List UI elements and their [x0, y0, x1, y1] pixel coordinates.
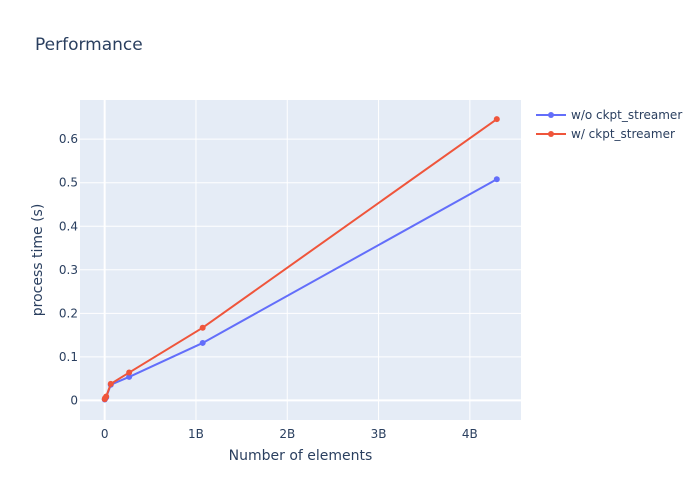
legend-swatch-marker	[548, 131, 554, 137]
y-tick-label: 0.5	[59, 176, 78, 190]
data-point[interactable]	[493, 176, 500, 183]
tick-labels: 0 1B 2B 3B 4B 0 0.1 0.2 0.3 0.4 0.5 0.6	[59, 132, 478, 441]
legend-label: w/ ckpt_streamer	[571, 127, 675, 141]
x-axis-label: Number of elements	[229, 448, 373, 464]
data-point[interactable]	[126, 373, 133, 380]
y-axis-label: process time (s)	[30, 204, 46, 317]
data-point[interactable]	[199, 339, 206, 346]
legend-item[interactable]: w/ ckpt_streamer	[536, 127, 675, 141]
data-point[interactable]	[493, 116, 500, 123]
data-point[interactable]	[107, 380, 114, 387]
series-1	[101, 116, 500, 403]
y-tick-label: 0.4	[59, 219, 78, 233]
series-layer	[101, 116, 500, 403]
x-tick-label: 4B	[462, 427, 478, 441]
grid	[80, 100, 521, 420]
y-tick-label: 0.1	[59, 350, 78, 364]
legend-item[interactable]: w/o ckpt_streamer	[536, 108, 682, 122]
legend-label: w/o ckpt_streamer	[571, 108, 682, 122]
y-tick-label: 0.6	[59, 132, 78, 146]
data-point[interactable]	[126, 369, 133, 376]
x-tick-label: 2B	[279, 427, 295, 441]
x-tick-label: 1B	[188, 427, 204, 441]
chart-title: Performance	[35, 35, 143, 55]
legend-swatch-marker	[548, 112, 554, 118]
y-tick-label: 0.2	[59, 306, 78, 320]
legend[interactable]: w/o ckpt_streamer w/ ckpt_streamer	[536, 108, 682, 141]
y-tick-label: 0	[70, 393, 78, 407]
x-tick-label: 0	[101, 427, 109, 441]
data-point[interactable]	[103, 393, 110, 400]
data-point[interactable]	[199, 324, 206, 331]
y-tick-label: 0.3	[59, 263, 78, 277]
x-tick-label: 3B	[371, 427, 387, 441]
